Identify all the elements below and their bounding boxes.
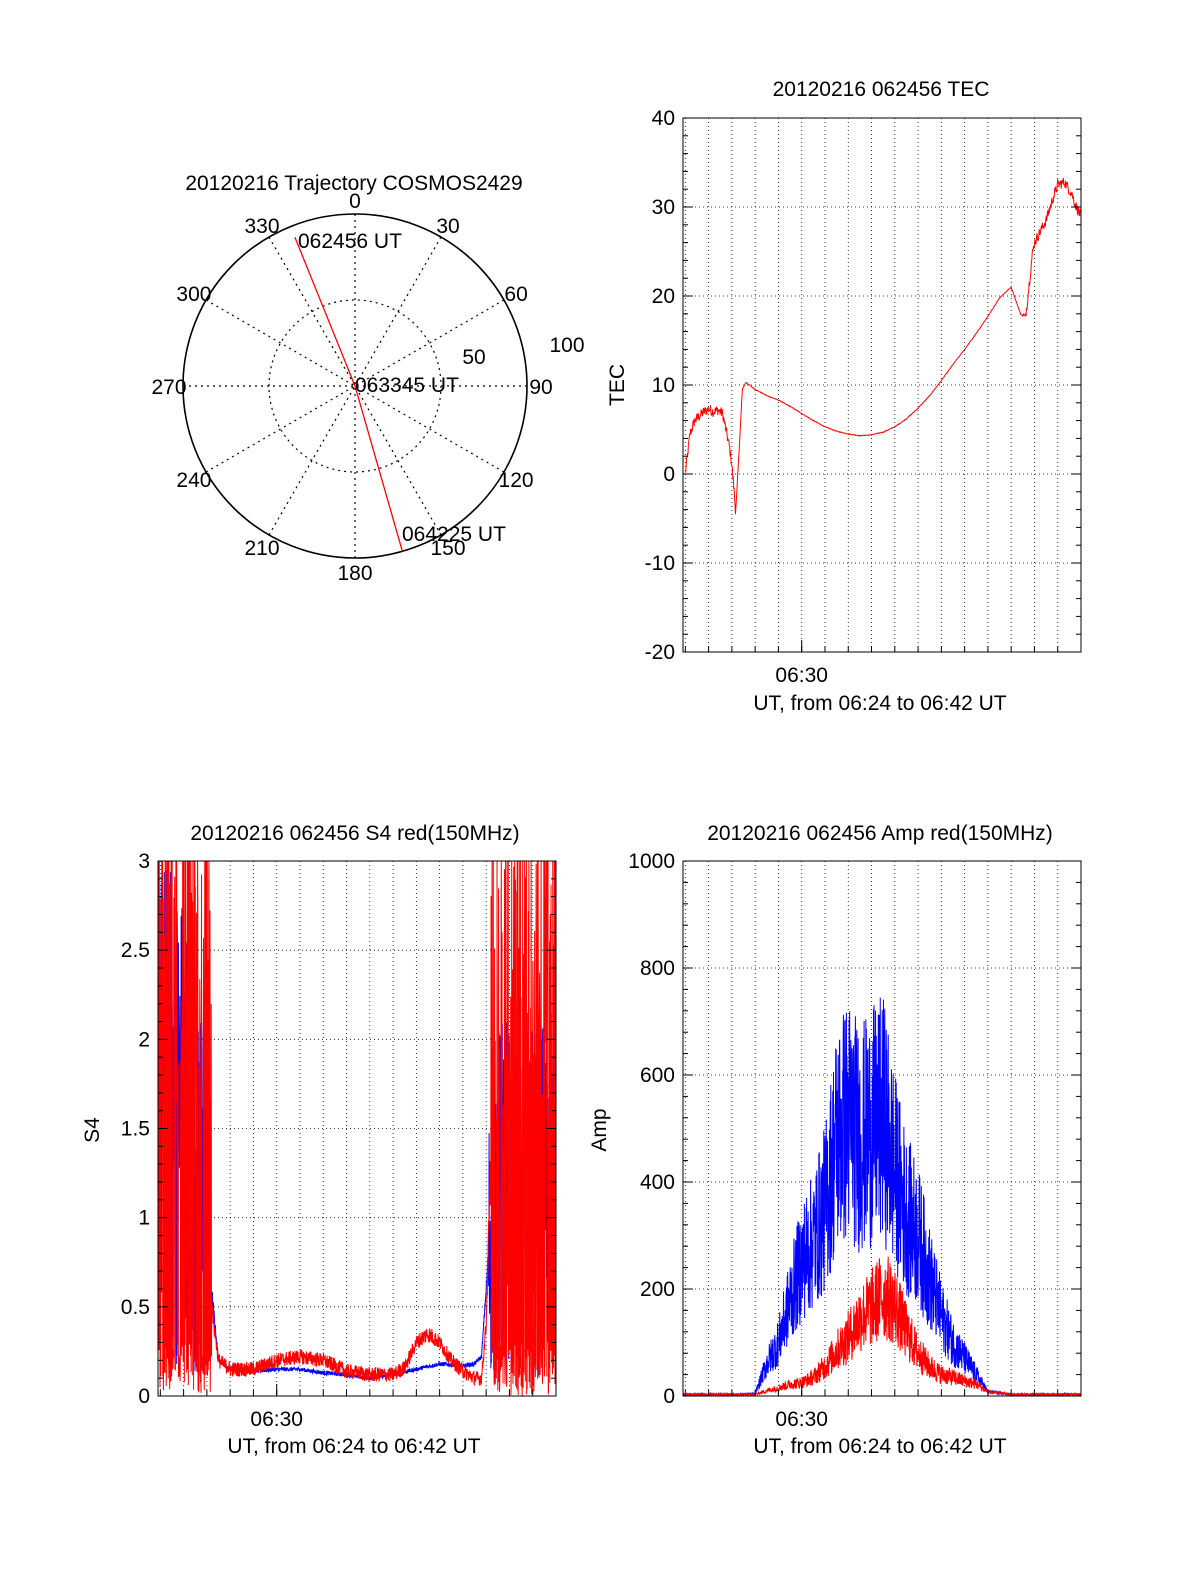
y-tick-label: 3	[138, 850, 150, 873]
tec-series	[685, 177, 1081, 515]
polar-title: 20120216 Trajectory COSMOS2429	[185, 172, 522, 195]
polar-azimuth-label: 60	[504, 283, 527, 306]
amp-plot-frame	[682, 860, 1082, 1397]
tec-title: 20120216 062456 TEC	[773, 78, 990, 101]
y-tick-label: 1.5	[121, 1118, 150, 1141]
polar-azimuth-label: 300	[176, 283, 211, 306]
x-tick-label: 06:30	[775, 1408, 828, 1431]
y-tick-label: 0	[663, 463, 675, 486]
y-tick-label: 0	[663, 1385, 675, 1408]
y-tick-label: 1	[138, 1207, 150, 1230]
amp-chart: 20120216 062456 Amp red(150MHz) 0 200 400 6…	[588, 822, 1082, 1458]
x-tick-label: 06:30	[250, 1408, 303, 1431]
amp-title: 20120216 062456 Amp red(150MHz)	[707, 822, 1053, 845]
s4-series	[158, 861, 556, 1396]
amp-series-line	[683, 997, 1081, 1396]
y-tick-label: -10	[645, 552, 675, 575]
polar-azimuth-label: 210	[244, 537, 279, 560]
tec-plot-frame	[682, 117, 1082, 653]
y-tick-label: 400	[640, 1171, 675, 1194]
polar-radial-label: 50	[462, 346, 485, 369]
s4-title: 20120216 062456 S4 red(150MHz)	[190, 822, 519, 845]
polar-outer-label: 100	[549, 334, 584, 357]
amp-xlabel: UT, from 06:24 to 06:42 UT	[753, 1435, 1006, 1458]
trajectory-line	[294, 236, 404, 552]
y-tick-label: 1000	[628, 850, 675, 873]
tec-ticks: -20 -10 0 10 20 30 40 06:30	[645, 107, 1081, 687]
annotation-start-time: 062456 UT	[298, 230, 402, 253]
y-tick-label: 2.5	[121, 939, 150, 962]
trajectory-polar-chart: 20120216 Trajectory COSMOS2429 0 30 60 90 12…	[151, 172, 584, 585]
amp-series	[683, 997, 1081, 1396]
y-tick-label: 2	[138, 1028, 150, 1051]
polar-azimuth-label: 150	[430, 537, 465, 560]
polar-azimuth-label: 180	[337, 562, 372, 585]
s4-ticks: 0 0.5 1 1.5 2 2.5 3 06:30	[121, 850, 556, 1431]
tec-ylabel: TEC	[606, 364, 629, 406]
y-tick-label: 0	[138, 1385, 150, 1408]
y-tick-label: 20	[652, 285, 675, 308]
polar-azimuth-label: 30	[436, 215, 459, 238]
polar-azimuth-label: 120	[499, 469, 534, 492]
polar-grid	[182, 213, 528, 559]
y-tick-label: 0.5	[121, 1296, 150, 1319]
amp-series-line	[683, 1256, 1081, 1396]
polar-azimuth-labels: 0 30 60 90 120 150 180 210 240 270 300 330	[151, 190, 552, 585]
s4-series-line	[158, 861, 556, 1396]
polar-azimuth-label: 330	[244, 215, 279, 238]
tec-series-line	[685, 177, 1081, 515]
amp-ticks: 0 200 400 600 800 1000 06:30	[628, 850, 1081, 1431]
s4-xlabel: UT, from 06:24 to 06:42 UT	[227, 1435, 480, 1458]
annotation-mid-time: 063345 UT	[355, 374, 459, 397]
y-tick-label: 30	[652, 196, 675, 219]
s4-chart: 20120216 062456 S4 red(150MHz) 0 0.5 1 1.5 2…	[81, 822, 557, 1458]
y-tick-label: 200	[640, 1278, 675, 1301]
y-tick-label: 800	[640, 957, 675, 980]
y-tick-label: -20	[645, 641, 675, 664]
polar-azimuth-label: 240	[176, 469, 211, 492]
y-tick-label: 10	[652, 374, 675, 397]
polar-azimuth-label: 0	[349, 190, 361, 213]
amp-ylabel: Amp	[588, 1108, 611, 1151]
annotation-end-time: 064225 UT	[402, 523, 506, 546]
tec-xlabel: UT, from 06:24 to 06:42 UT	[753, 692, 1006, 715]
polar-azimuth-label: 90	[529, 376, 552, 399]
x-tick-label: 06:30	[775, 664, 828, 687]
tec-chart: 20120216 062456 TEC -20 -10 0 10 20 30 40 06:30…	[606, 78, 1082, 715]
y-tick-label: 600	[640, 1064, 675, 1087]
tec-grid	[683, 118, 1081, 652]
s4-ylabel: S4	[81, 1117, 104, 1143]
polar-azimuth-label: 270	[151, 376, 186, 399]
y-tick-label: 40	[652, 107, 675, 130]
